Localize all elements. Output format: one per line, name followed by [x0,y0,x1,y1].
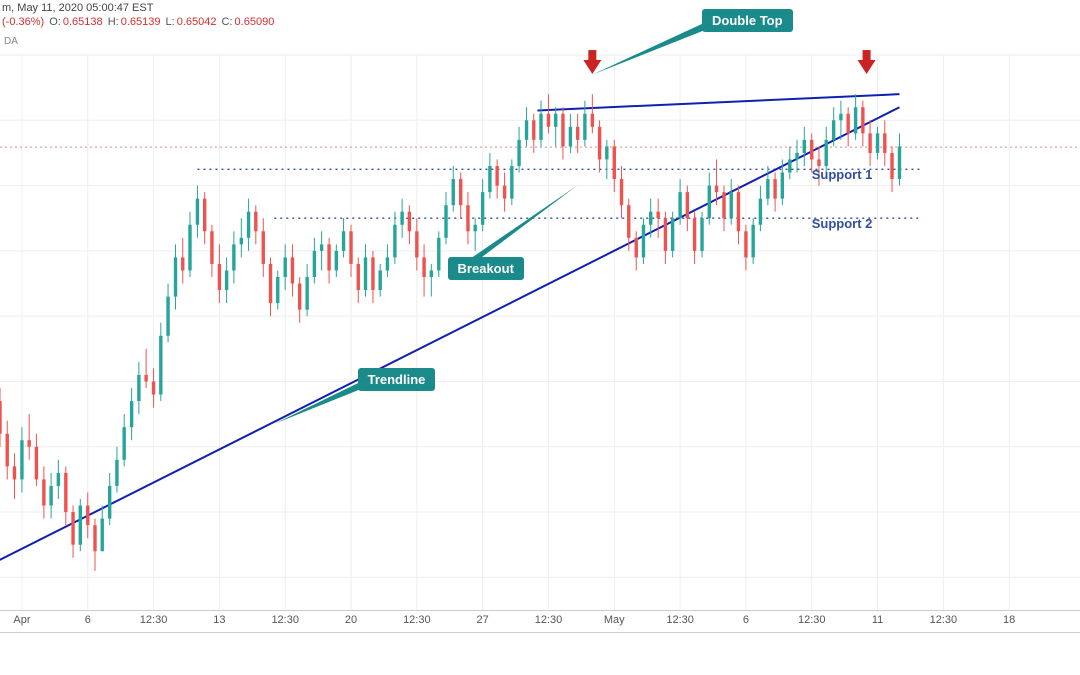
x-axis-label: 12:30 [930,614,958,626]
x-axis-label: 13 [213,614,225,626]
arrow-left [583,50,601,74]
x-axis-label: Apr [13,614,30,626]
x-axis-label: 27 [477,614,489,626]
callout-breakout[interactable]: Breakout [448,257,524,280]
callout-double-top[interactable]: Double Top [702,9,793,32]
x-axis-label: 12:30 [403,614,431,626]
x-axis-label: 12:30 [140,614,168,626]
x-axis-separator-bottom [0,632,1080,633]
arrow-right [858,50,876,74]
x-axis-label: 6 [85,614,91,626]
x-axis-label: 11 [872,614,883,626]
support1-label: Support 1 [812,167,873,182]
x-axis-label: 18 [1003,614,1015,626]
x-axis-separator [0,610,1080,611]
x-axis-label: 12:30 [271,614,299,626]
x-axis-label: May [604,614,625,626]
x-axis-label: 6 [743,614,749,626]
price-chart[interactable] [0,0,1080,675]
x-axis-label: 12:30 [666,614,694,626]
x-axis-label: 20 [345,614,357,626]
support2-label: Support 2 [812,216,873,231]
resistance-top [538,94,900,110]
trendline-main [0,107,899,571]
x-axis-label: 12:30 [535,614,563,626]
x-axis-label: 12:30 [798,614,826,626]
callout-trendline[interactable]: Trendline [358,368,436,391]
